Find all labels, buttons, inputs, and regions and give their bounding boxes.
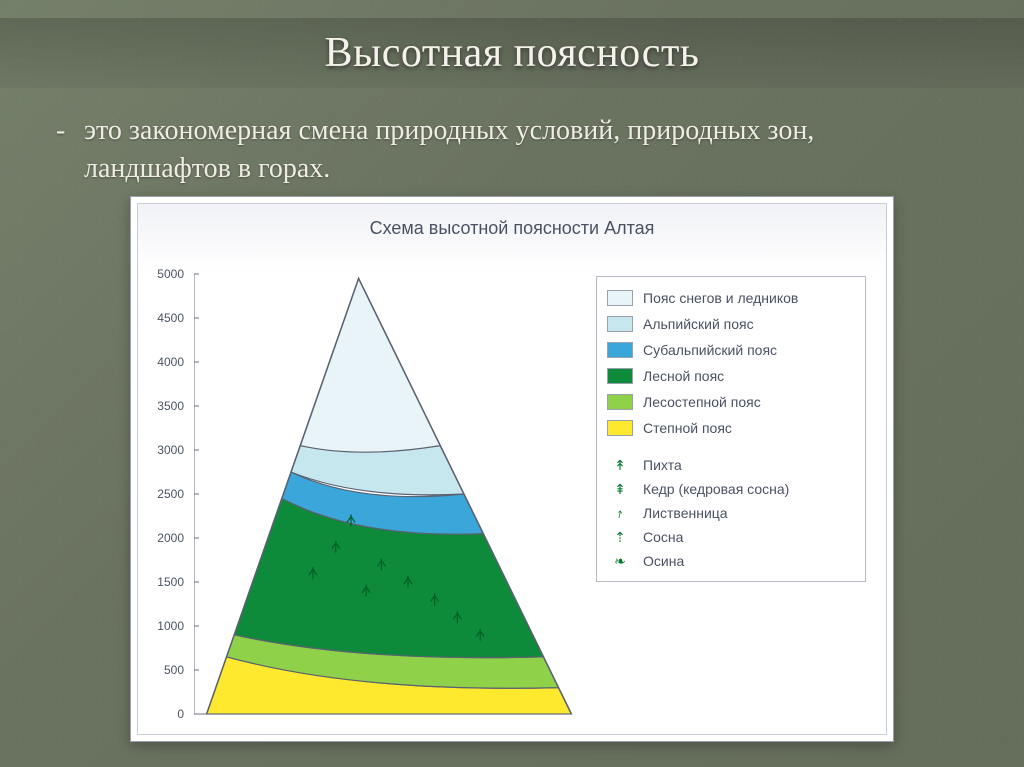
tree-icon: ↟ — [607, 457, 633, 474]
slide-title: Высотная поясность — [325, 29, 700, 77]
body-text: - это закономерная смена природных услов… — [56, 112, 968, 188]
slide: Высотная поясность - это закономерная см… — [0, 0, 1024, 767]
bullet-dash: - — [56, 112, 84, 188]
y-tick-label: 3500 — [157, 399, 184, 413]
y-tick-label: 3000 — [157, 443, 184, 457]
legend-swatch — [607, 316, 633, 332]
y-tick-label: 2000 — [157, 531, 184, 545]
body-paragraph: это закономерная смена природных условий… — [84, 112, 968, 188]
legend-tree-row: ⇡ Сосна — [607, 525, 855, 549]
y-tick-label: 500 — [164, 663, 184, 677]
tree-icon: ⇞ — [607, 481, 633, 498]
legend-label: Лесной пояс — [643, 368, 724, 384]
legend-row-fsteppe: Лесостепной пояс — [607, 389, 855, 415]
legend-row-snow: Пояс снегов и ледников — [607, 285, 855, 311]
legend-swatch — [607, 368, 633, 384]
y-tick-label: 1500 — [157, 575, 184, 589]
legend-row-steppe: Степной пояс — [607, 415, 855, 441]
legend-tree-row: ↟ Пихта — [607, 453, 855, 477]
legend-label: Альпийский пояс — [643, 316, 754, 332]
chart-title: Схема высотной поясности Алтая — [138, 204, 886, 247]
legend-tree-row: ❧ Осина — [607, 549, 855, 573]
legend-swatch — [607, 342, 633, 358]
y-axis-labels: 0 500 1000 1500 2000 2500 3000 3500 4000 4500 5000 — [138, 264, 190, 724]
y-tick-label: 4000 — [157, 355, 184, 369]
tree-label: Осина — [643, 553, 684, 569]
tree-icon: ⇡ — [607, 529, 633, 546]
tree-label: Лиственница — [643, 505, 728, 521]
y-tick-label: 5000 — [157, 267, 184, 281]
legend-swatch — [607, 290, 633, 306]
y-tick-label: 2500 — [157, 487, 184, 501]
tree-label: Пихта — [643, 457, 682, 473]
legend-tree-row: ⇞ Кедр (кедровая сосна) — [607, 477, 855, 501]
legend-row-alpine: Альпийский пояс — [607, 311, 855, 337]
tree-icon: ⭎ — [607, 505, 633, 522]
zone-snow — [300, 278, 440, 452]
legend: Пояс снегов и ледников Альпийский пояс Суб… — [596, 276, 866, 582]
legend-row-forest: Лесной пояс — [607, 363, 855, 389]
legend-label: Степной пояс — [643, 420, 732, 436]
tree-label: Сосна — [643, 529, 683, 545]
mountain-chart — [194, 264, 594, 724]
tree-icon: ❧ — [607, 553, 633, 570]
y-tick-label: 4500 — [157, 311, 184, 325]
legend-tree-row: ⭎ Лиственница — [607, 501, 855, 525]
tree-label: Кедр (кедровая сосна) — [643, 481, 789, 497]
y-tick-label: 1000 — [157, 619, 184, 633]
y-tick-label: 0 — [177, 707, 184, 721]
legend-swatch — [607, 394, 633, 410]
chart-card: Схема высотной поясности Алтая 0 500 1000 1… — [130, 196, 894, 742]
title-bar: Высотная поясность — [0, 18, 1024, 88]
chart-inner: Схема высотной поясности Алтая 0 500 1000 1… — [137, 203, 887, 735]
legend-label: Лесостепной пояс — [643, 394, 761, 410]
legend-label: Пояс снегов и ледников — [643, 290, 798, 306]
plot-region — [194, 264, 594, 724]
legend-row-subalpine: Субальпийский пояс — [607, 337, 855, 363]
legend-swatch — [607, 420, 633, 436]
legend-label: Субальпийский пояс — [643, 342, 777, 358]
